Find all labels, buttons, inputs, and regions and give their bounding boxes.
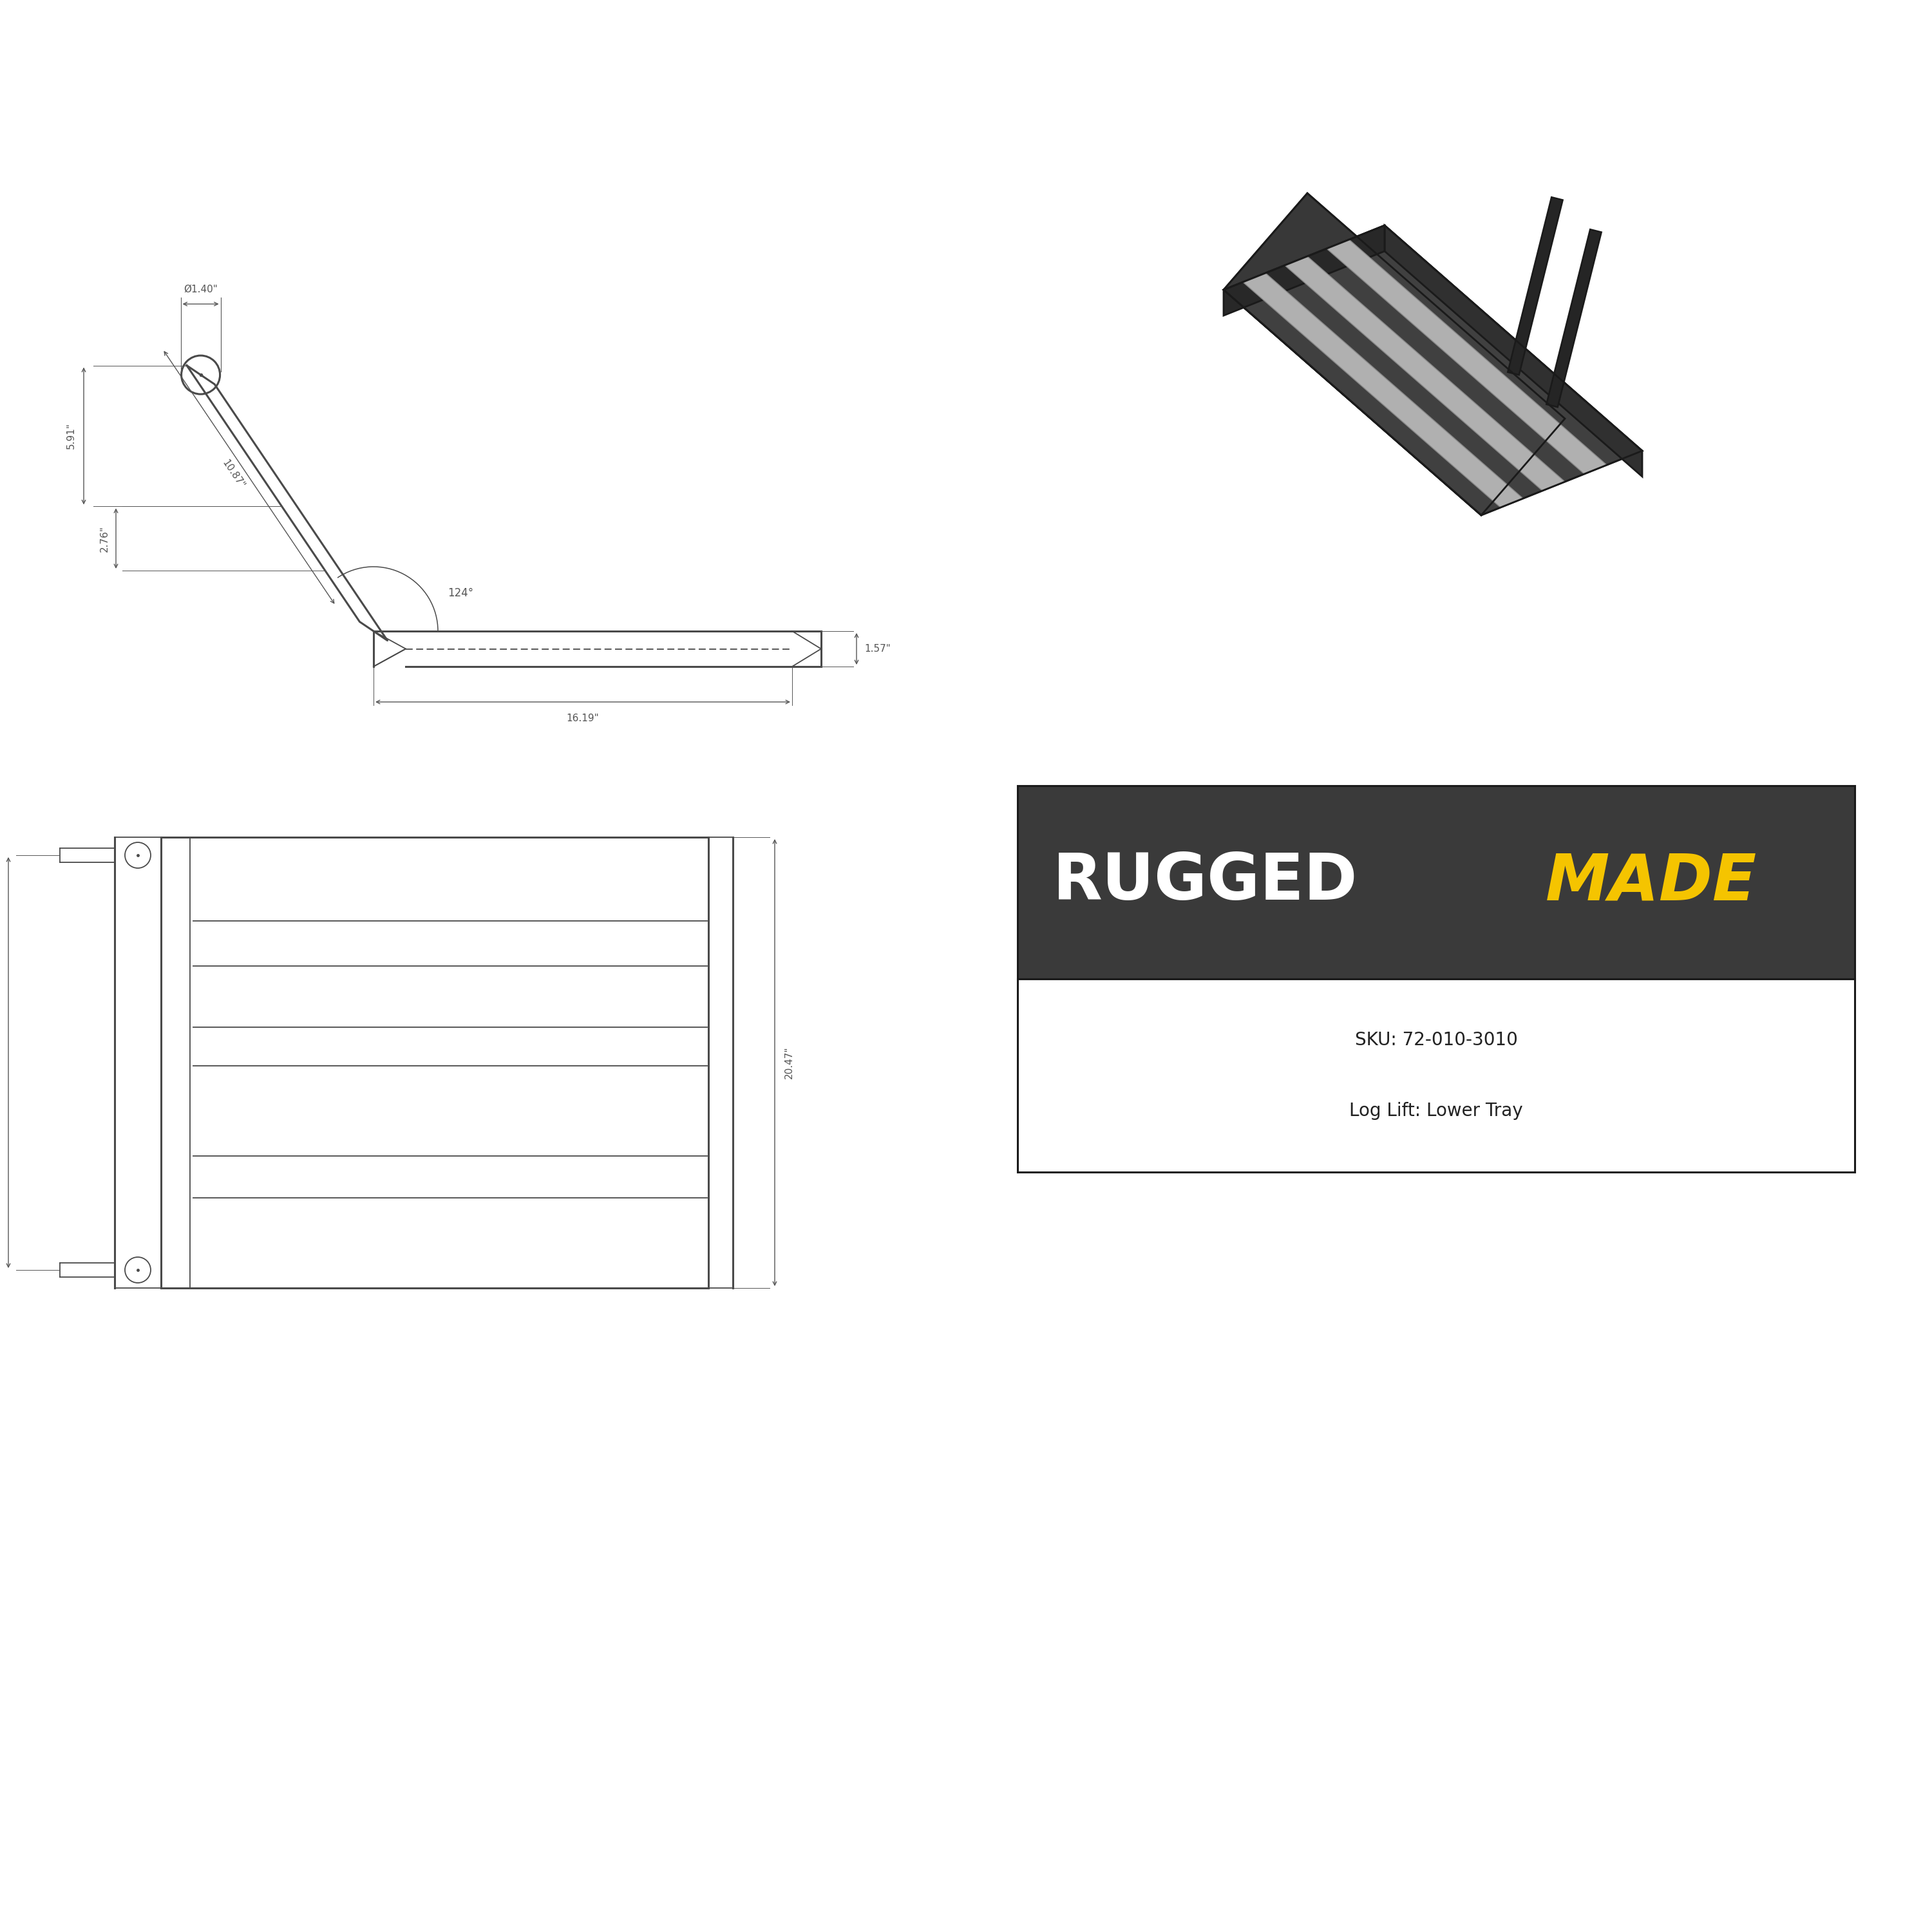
Polygon shape [1385, 226, 1642, 477]
Polygon shape [1223, 193, 1565, 516]
Text: 16.19": 16.19" [566, 713, 599, 723]
Text: SKU: 72-010-3010: SKU: 72-010-3010 [1354, 1032, 1517, 1049]
Text: Ø1.40": Ø1.40" [184, 284, 218, 294]
Polygon shape [1327, 240, 1607, 473]
Polygon shape [1223, 226, 1642, 516]
Polygon shape [1018, 980, 1855, 1173]
Text: RUGGED: RUGGED [1053, 850, 1358, 914]
Text: MADE: MADE [1546, 850, 1756, 914]
Text: 1.57": 1.57" [864, 643, 891, 653]
Polygon shape [1018, 786, 1855, 980]
Text: 124°: 124° [448, 587, 473, 599]
Text: 20.47": 20.47" [784, 1047, 794, 1078]
Text: Log Lift: Lower Tray: Log Lift: Lower Tray [1349, 1101, 1522, 1121]
Polygon shape [1507, 197, 1563, 375]
Text: 10.87": 10.87" [220, 458, 245, 491]
Text: 5.91": 5.91" [66, 423, 75, 448]
Polygon shape [1546, 230, 1602, 408]
Text: 2.76": 2.76" [100, 526, 110, 553]
Polygon shape [1223, 226, 1385, 315]
Polygon shape [1242, 272, 1522, 508]
Polygon shape [1285, 257, 1565, 491]
